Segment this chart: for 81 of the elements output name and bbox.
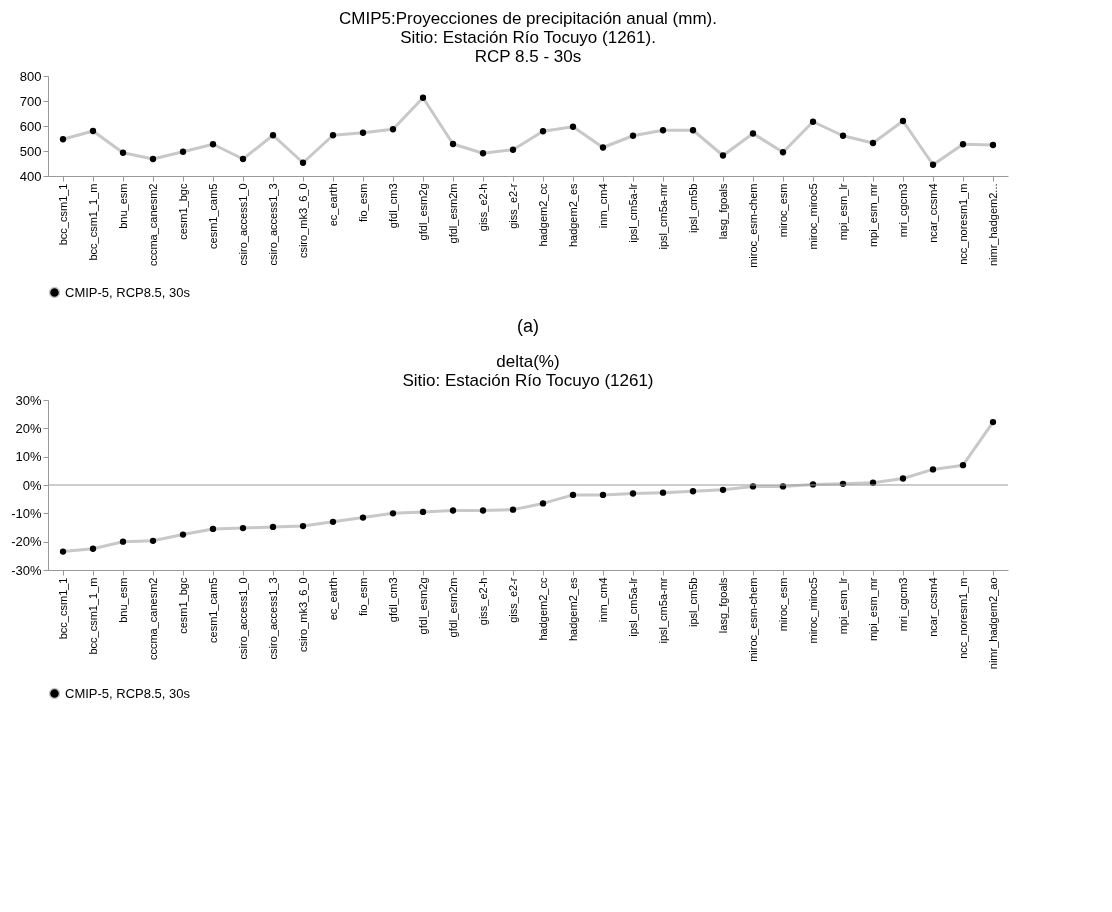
x-tick-label: mpi_esm_lr xyxy=(836,183,849,241)
x-tick-label: mri_cgcm3 xyxy=(896,577,909,632)
x-tick-label: ncc_noresm1_m xyxy=(956,183,969,265)
x-tick-label: miroc_miroc5 xyxy=(806,577,819,644)
x-tick-label: lasg_fgoals xyxy=(716,577,729,634)
x-tick-label: nimr_hadgem2... xyxy=(986,183,999,267)
x-tick-label: csiro_access1_3 xyxy=(266,183,279,266)
x-tick-label: ipsl_cm5a-lr xyxy=(626,577,639,637)
x-tick-label: cesm1_bgc xyxy=(176,577,189,634)
x-tick-label: ipsl_cm5a-mr xyxy=(656,577,669,644)
x-tick-label: ipsl_cm5a-lr xyxy=(626,183,639,243)
x-tick-label: csiro_access1_0 xyxy=(236,183,249,266)
x-tick-label: ncar_ccsm4 xyxy=(926,183,939,243)
x-tick-label: giss_e2-r xyxy=(506,577,519,623)
x-tick-label: bcc_csm1_1_m xyxy=(86,577,99,655)
x-tick-label: ipsl_cm5a-mr xyxy=(656,183,669,250)
chart-title: CMIP5:Proyecciones de precipitación anual (mm). Sitio: Estación Río Tocuyo (1261). RCP 8.5 - 30s xyxy=(339,9,717,66)
y-tick-label: -30% xyxy=(11,562,42,578)
x-tick-label: fio_esm xyxy=(356,577,369,617)
x-tick-label: csiro_mk3_6_0 xyxy=(296,577,309,653)
y-tick-label: 30% xyxy=(15,392,42,408)
text: (a) xyxy=(517,316,539,336)
chart-title: delta(%) Sitio: Estación Río Tocuyo (1261) xyxy=(402,352,654,390)
y-tick-label: 800 xyxy=(19,68,42,84)
y-tick-label: 700 xyxy=(19,93,42,109)
x-tick-label: bcc_csm1_1_m xyxy=(86,183,99,261)
x-tick-label: inm_cm4 xyxy=(596,577,609,623)
x-tick-label: gfdl_esm2m xyxy=(446,577,459,638)
x-tick-label: miroc_esm-chem xyxy=(746,577,759,662)
x-tick-label: hadgem2_cc xyxy=(536,577,549,641)
x-tick-label: csiro_mk3_6_0 xyxy=(296,183,309,259)
x-tick-label: nimr_hadgem2_ao xyxy=(986,577,999,670)
legend-label: CMIP-5, RCP8.5, 30s xyxy=(65,685,191,701)
x-tick-label: lasg_fgoals xyxy=(716,183,729,240)
y-tick-label: 400 xyxy=(19,168,42,184)
x-tick-label: ncc_noresm1_m xyxy=(956,577,969,659)
x-tick-label: ipsl_cm5b xyxy=(686,183,699,234)
x-tick-label: miroc_esm-chem xyxy=(746,183,759,268)
x-tick-label: cesm1_cam5 xyxy=(206,183,219,249)
x-tick-label: giss_e2-h xyxy=(476,183,489,232)
x-tick-label: cesm1_bgc xyxy=(176,183,189,240)
x-tick-label: ec_earth xyxy=(326,183,339,227)
x-tick-label: miroc_esm xyxy=(776,577,789,632)
x-tick-label: hadgem2_cc xyxy=(536,183,549,247)
x-tick-label: hadgem2_es xyxy=(566,183,579,248)
x-tick-label: miroc_esm xyxy=(776,183,789,238)
y-tick-label: -20% xyxy=(11,534,42,550)
x-tick-label: mri_cgcm3 xyxy=(896,183,909,238)
y-tick-label: 600 xyxy=(19,118,42,134)
x-tick-label: cccma_canesm2 xyxy=(146,183,159,267)
x-tick-label: gfdl_esm2g xyxy=(416,577,429,635)
x-tick-label: ncar_ccsm4 xyxy=(926,577,939,637)
x-tick-label: csiro_access1_3 xyxy=(266,577,279,660)
x-tick-label: mpi_esm_mr xyxy=(866,577,879,642)
x-tick-label: giss_e2-h xyxy=(476,577,489,626)
y-tick-label: 500 xyxy=(19,143,42,159)
y-tick-label: -10% xyxy=(11,505,42,521)
y-tick-label: 10% xyxy=(15,449,42,465)
x-tick-label: bnu_esm xyxy=(116,577,129,623)
x-tick-label: fio_esm xyxy=(356,183,369,223)
x-tick-label: gfdl_esm2m xyxy=(446,183,459,244)
legend-label: CMIP-5, RCP8.5, 30s xyxy=(65,284,191,300)
x-tick-label: mpi_esm_mr xyxy=(866,183,879,248)
x-tick-label: gfdl_esm2g xyxy=(416,183,429,241)
y-tick-label: 0% xyxy=(22,477,42,493)
x-tick-label: bnu_esm xyxy=(116,183,129,229)
x-tick-label: gfdl_cm3 xyxy=(386,577,399,623)
x-tick-label: csiro_access1_0 xyxy=(236,577,249,660)
y-tick-label: 20% xyxy=(15,420,42,436)
x-tick-label: bcc_csm1_1 xyxy=(56,577,69,640)
x-tick-label: bcc_csm1_1 xyxy=(56,183,69,246)
x-tick-label: hadgem2_es xyxy=(566,577,579,642)
x-tick-label: inm_cm4 xyxy=(596,183,609,229)
x-tick-label: miroc_miroc5 xyxy=(806,183,819,250)
x-tick-label: ec_earth xyxy=(326,577,339,621)
x-tick-label: giss_e2-r xyxy=(506,183,519,229)
x-tick-label: cccma_canesm2 xyxy=(146,577,159,661)
x-tick-label: mpi_esm_lr xyxy=(836,577,849,635)
x-tick-label: gfdl_cm3 xyxy=(386,183,399,229)
x-tick-label: ipsl_cm5b xyxy=(686,577,699,628)
x-tick-label: cesm1_cam5 xyxy=(206,577,219,643)
